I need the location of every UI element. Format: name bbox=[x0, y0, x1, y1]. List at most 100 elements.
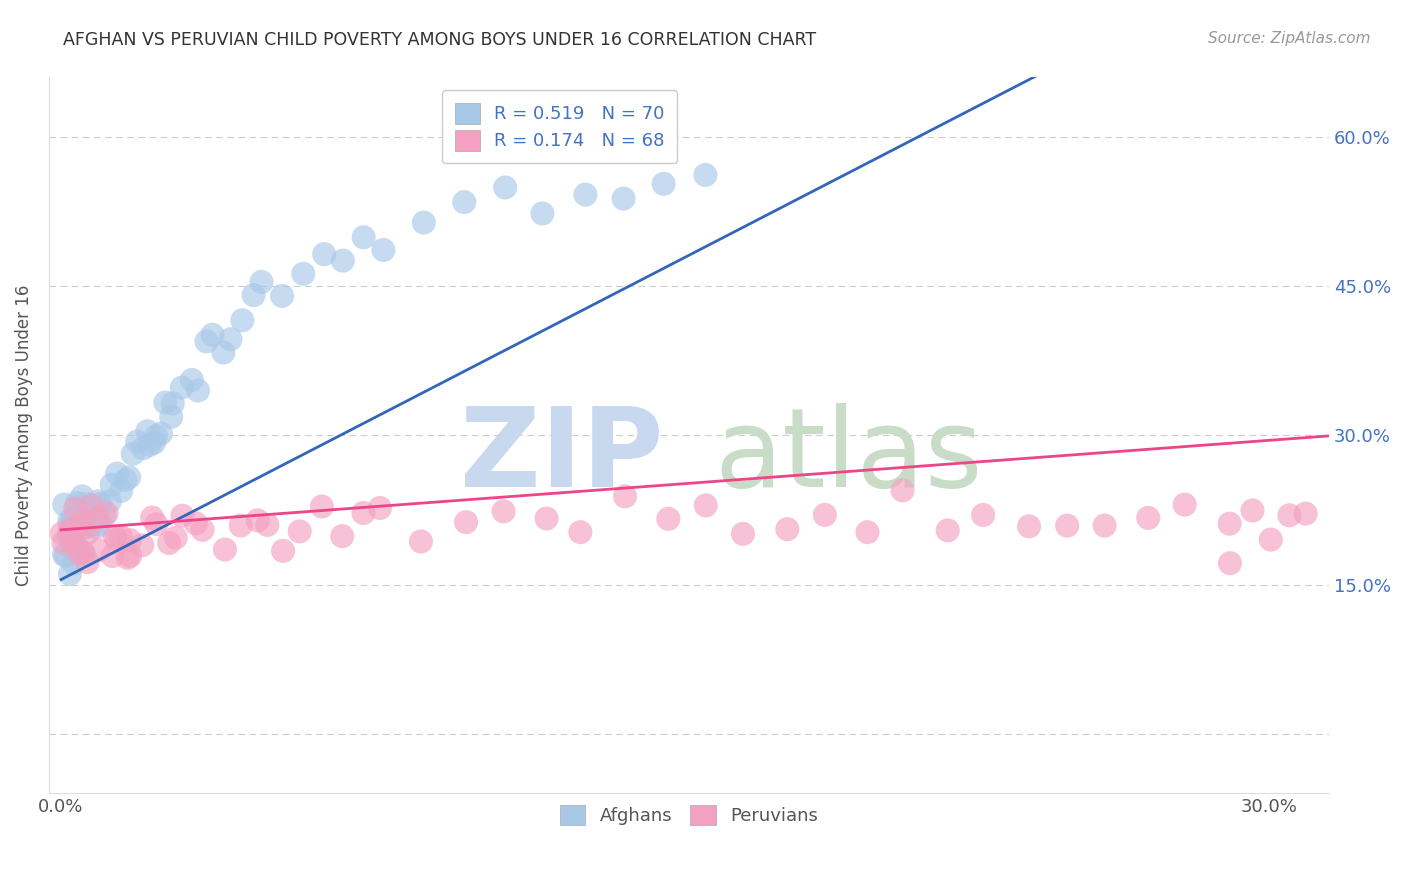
Point bbox=[936, 524, 959, 538]
Point bbox=[127, 434, 149, 449]
Text: AFGHAN VS PERUVIAN CHILD POVERTY AMONG BOYS UNDER 16 CORRELATION CHART: AFGHAN VS PERUVIAN CHILD POVERTY AMONG B… bbox=[63, 31, 817, 49]
Point bbox=[69, 500, 91, 515]
Point bbox=[66, 496, 89, 510]
Point bbox=[75, 521, 97, 535]
Point bbox=[187, 384, 209, 398]
Point bbox=[352, 506, 374, 520]
Point bbox=[76, 555, 98, 569]
Point bbox=[145, 429, 167, 443]
Point bbox=[454, 515, 477, 529]
Point bbox=[536, 511, 558, 525]
Point bbox=[80, 499, 103, 513]
Point bbox=[101, 549, 124, 563]
Point bbox=[87, 494, 110, 508]
Point bbox=[121, 447, 143, 461]
Point bbox=[62, 515, 84, 529]
Point bbox=[409, 534, 432, 549]
Point bbox=[72, 545, 94, 559]
Point bbox=[131, 538, 153, 552]
Point bbox=[79, 518, 101, 533]
Text: atlas: atlas bbox=[714, 403, 983, 510]
Point bbox=[76, 526, 98, 541]
Point bbox=[574, 187, 596, 202]
Point bbox=[52, 536, 75, 550]
Point bbox=[60, 516, 83, 530]
Point bbox=[195, 334, 218, 349]
Point bbox=[63, 557, 86, 571]
Point bbox=[494, 180, 516, 194]
Point bbox=[67, 546, 90, 560]
Point bbox=[1295, 507, 1317, 521]
Point bbox=[180, 373, 202, 387]
Legend: Afghans, Peruvians: Afghans, Peruvians bbox=[551, 796, 827, 834]
Point bbox=[157, 536, 180, 550]
Point bbox=[569, 525, 592, 540]
Point bbox=[132, 441, 155, 455]
Point bbox=[110, 530, 132, 544]
Point bbox=[368, 501, 391, 516]
Point bbox=[412, 216, 434, 230]
Point bbox=[1260, 533, 1282, 547]
Point bbox=[120, 549, 142, 563]
Point bbox=[79, 500, 101, 514]
Y-axis label: Child Poverty Among Boys Under 16: Child Poverty Among Boys Under 16 bbox=[15, 285, 32, 586]
Point bbox=[1137, 511, 1160, 525]
Point bbox=[170, 380, 193, 394]
Point bbox=[93, 508, 115, 523]
Point bbox=[453, 195, 475, 210]
Point bbox=[117, 550, 139, 565]
Point bbox=[62, 524, 84, 538]
Point bbox=[246, 513, 269, 527]
Point bbox=[271, 289, 294, 303]
Point bbox=[83, 508, 105, 522]
Point bbox=[96, 506, 118, 520]
Point bbox=[165, 531, 187, 545]
Point bbox=[695, 168, 717, 182]
Point bbox=[87, 511, 110, 525]
Point bbox=[62, 541, 84, 556]
Point bbox=[67, 505, 90, 519]
Point bbox=[70, 489, 93, 503]
Point bbox=[373, 243, 395, 257]
Point bbox=[136, 424, 159, 438]
Point bbox=[292, 267, 315, 281]
Point bbox=[155, 395, 177, 409]
Point bbox=[105, 467, 128, 481]
Point bbox=[242, 288, 264, 302]
Point bbox=[62, 530, 84, 544]
Text: Source: ZipAtlas.com: Source: ZipAtlas.com bbox=[1208, 31, 1371, 46]
Point bbox=[104, 529, 127, 543]
Point bbox=[184, 516, 207, 531]
Point bbox=[86, 520, 108, 534]
Point bbox=[118, 470, 141, 484]
Point bbox=[160, 409, 183, 424]
Point bbox=[98, 494, 121, 508]
Point bbox=[75, 497, 97, 511]
Point bbox=[90, 497, 112, 511]
Point bbox=[138, 438, 160, 452]
Point bbox=[59, 522, 82, 536]
Point bbox=[972, 508, 994, 522]
Point bbox=[1018, 519, 1040, 533]
Point bbox=[63, 501, 86, 516]
Point bbox=[62, 535, 84, 549]
Point bbox=[311, 500, 333, 514]
Point bbox=[149, 426, 172, 441]
Point bbox=[89, 516, 111, 531]
Point bbox=[856, 525, 879, 540]
Point bbox=[731, 526, 754, 541]
Point bbox=[531, 206, 554, 220]
Point bbox=[657, 512, 679, 526]
Point bbox=[172, 508, 194, 523]
Point bbox=[114, 473, 136, 487]
Point bbox=[55, 549, 77, 563]
Point bbox=[201, 327, 224, 342]
Point bbox=[814, 508, 837, 522]
Point bbox=[1174, 498, 1197, 512]
Point bbox=[59, 566, 82, 581]
Point bbox=[271, 544, 294, 558]
Point bbox=[105, 533, 128, 547]
Point bbox=[58, 514, 80, 528]
Point bbox=[143, 435, 166, 450]
Point bbox=[214, 542, 236, 557]
